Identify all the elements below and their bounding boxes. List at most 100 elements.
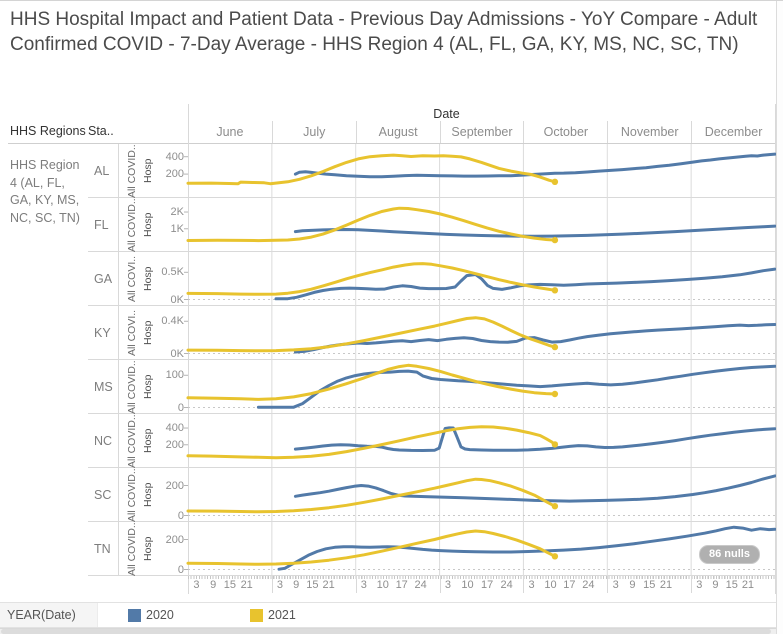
panel-row-KY: KY All COVI.. Hosp 0.4K 0K bbox=[88, 306, 777, 360]
y-tick-label: 1K bbox=[170, 222, 184, 235]
day-tick-label: 3 bbox=[444, 579, 452, 591]
line-end-dot-2021[interactable] bbox=[551, 503, 559, 510]
legend-swatch-2021[interactable] bbox=[250, 609, 263, 622]
day-tick-label: 24 bbox=[414, 579, 427, 591]
y-tick-label: 2K bbox=[170, 206, 184, 219]
day-tick-label: 15 bbox=[725, 579, 738, 591]
legend-label-2021[interactable]: 2021 bbox=[268, 608, 296, 622]
day-tick-label: 3 bbox=[696, 579, 703, 591]
line-end-dot-2021[interactable] bbox=[551, 287, 559, 294]
line-2021-NC[interactable] bbox=[186, 425, 557, 460]
month-separator bbox=[271, 576, 273, 593]
y-axis-title-outer: All COVID.. bbox=[126, 144, 138, 198]
state-label-MS: MS bbox=[94, 379, 113, 394]
state-label-AL: AL bbox=[94, 163, 110, 178]
day-tick-label: 21 bbox=[322, 579, 335, 591]
day-tick-label: 15 bbox=[223, 579, 237, 591]
day-tick-label: 24 bbox=[582, 579, 595, 591]
month-separator bbox=[691, 576, 693, 593]
y-tick-label: 0 bbox=[177, 563, 184, 576]
day-tick-label: 24 bbox=[500, 579, 513, 591]
day-tick-label: 10 bbox=[376, 579, 389, 591]
axis-column-divider bbox=[118, 144, 119, 576]
chart-panel-TN[interactable] bbox=[184, 522, 777, 576]
line-2021-GA[interactable] bbox=[186, 262, 557, 296]
day-tick-label: 9 bbox=[210, 579, 217, 591]
horizontal-scrollbar-thumb[interactable] bbox=[1, 629, 771, 634]
month-separator bbox=[355, 576, 357, 593]
day-tick-label: 10 bbox=[461, 579, 474, 591]
legend-swatch-2020[interactable] bbox=[128, 609, 141, 622]
line-2020-SC[interactable] bbox=[293, 474, 777, 503]
line-end-dot-2021[interactable] bbox=[551, 390, 559, 398]
day-axis-labels: 3 9 15 21 3 9 15 21 3 10 17 24 3 10 17 24 3 10 17 24 3 9 15 21 3… bbox=[188, 578, 775, 594]
chart-panel-GA[interactable] bbox=[184, 252, 777, 306]
chart-panel-SC[interactable] bbox=[184, 468, 777, 522]
column-header-state: Sta.. bbox=[88, 124, 114, 138]
month-label: August bbox=[355, 121, 440, 143]
legend-label-2020[interactable]: 2020 bbox=[146, 608, 174, 622]
y-tick-label: 0K bbox=[170, 347, 184, 360]
date-axis-title: Date bbox=[433, 107, 460, 121]
line-2021-SC[interactable] bbox=[186, 477, 557, 514]
y-tick-label: 200 bbox=[165, 533, 184, 546]
y-axis-title-outer: All COVID.. bbox=[126, 522, 138, 576]
line-2021-KY[interactable] bbox=[186, 316, 557, 353]
month-label: October bbox=[523, 121, 607, 143]
chart-panel-KY[interactable] bbox=[184, 306, 777, 360]
y-tick-label: 100 bbox=[165, 369, 184, 382]
day-tick-label: 15 bbox=[643, 579, 656, 591]
day-tick-label: 15 bbox=[306, 579, 319, 591]
day-tick-label: 10 bbox=[544, 579, 557, 591]
month-label: November bbox=[607, 121, 691, 143]
line-end-dot-2021[interactable] bbox=[551, 553, 559, 560]
line-end-dot-2021[interactable] bbox=[551, 236, 559, 244]
day-tick-label: 9 bbox=[629, 579, 636, 591]
state-label-NC: NC bbox=[94, 433, 113, 448]
panel-row-AL: AL All COVID.. Hosp 400 200 bbox=[88, 144, 777, 198]
line-2020-AL[interactable] bbox=[293, 152, 777, 179]
line-2021-AL[interactable] bbox=[186, 153, 557, 186]
chart-panel-NC[interactable] bbox=[184, 414, 777, 468]
line-2020-KY[interactable] bbox=[293, 323, 777, 354]
month-label: June bbox=[216, 125, 244, 139]
panel-row-TN: TN All COVID.. Hosp 200 0 bbox=[88, 522, 777, 576]
line-end-dot-2021[interactable] bbox=[551, 441, 559, 448]
y-axis-title-outer: All COVI.. bbox=[126, 309, 138, 357]
line-2020-MS[interactable] bbox=[256, 364, 777, 409]
legend-title: YEAR(Date) bbox=[7, 608, 76, 622]
y-tick-label: 0K bbox=[170, 293, 184, 306]
state-label-KY: KY bbox=[94, 325, 111, 340]
chart-panel-AL[interactable] bbox=[184, 144, 777, 198]
line-end-dot-2021[interactable] bbox=[551, 343, 559, 351]
line-end-dot-2021[interactable] bbox=[551, 178, 559, 185]
state-label-GA: GA bbox=[94, 271, 113, 286]
day-tick-label: 17 bbox=[480, 579, 494, 591]
day-tick-label: 3 bbox=[360, 579, 367, 591]
y-tick-label: 200 bbox=[165, 479, 184, 492]
plot-right-border bbox=[775, 104, 776, 594]
month-separator bbox=[439, 576, 441, 593]
day-tick-label: 3 bbox=[276, 579, 284, 591]
day-tick-label: 3 bbox=[528, 579, 535, 591]
line-2020-TN[interactable] bbox=[277, 525, 777, 571]
vertical-scrollbar[interactable] bbox=[776, 1, 783, 634]
day-tick-label: 3 bbox=[612, 579, 619, 591]
header-divider bbox=[8, 143, 775, 144]
month-separator bbox=[523, 576, 525, 593]
state-label-TN: TN bbox=[94, 541, 111, 556]
chart-panel-MS[interactable] bbox=[184, 360, 777, 414]
month-label: July bbox=[271, 121, 356, 143]
y-axis-title-outer: All COVID.. bbox=[126, 414, 138, 468]
day-tick-label: 17 bbox=[395, 579, 408, 591]
panel-row-GA: GA All COVI.. Hosp 0.5K 0K bbox=[88, 252, 777, 306]
line-2021-MS[interactable] bbox=[186, 363, 557, 401]
line-2020-FL[interactable] bbox=[293, 224, 777, 238]
y-tick-label: 400 bbox=[165, 150, 184, 163]
line-2021-TN[interactable] bbox=[186, 529, 557, 566]
null-values-indicator[interactable]: 86 nulls bbox=[699, 545, 760, 564]
line-2021-FL[interactable] bbox=[186, 206, 557, 243]
state-label-SC: SC bbox=[94, 487, 112, 502]
line-2020-GA[interactable] bbox=[274, 267, 777, 301]
chart-panel-FL[interactable] bbox=[184, 198, 777, 252]
